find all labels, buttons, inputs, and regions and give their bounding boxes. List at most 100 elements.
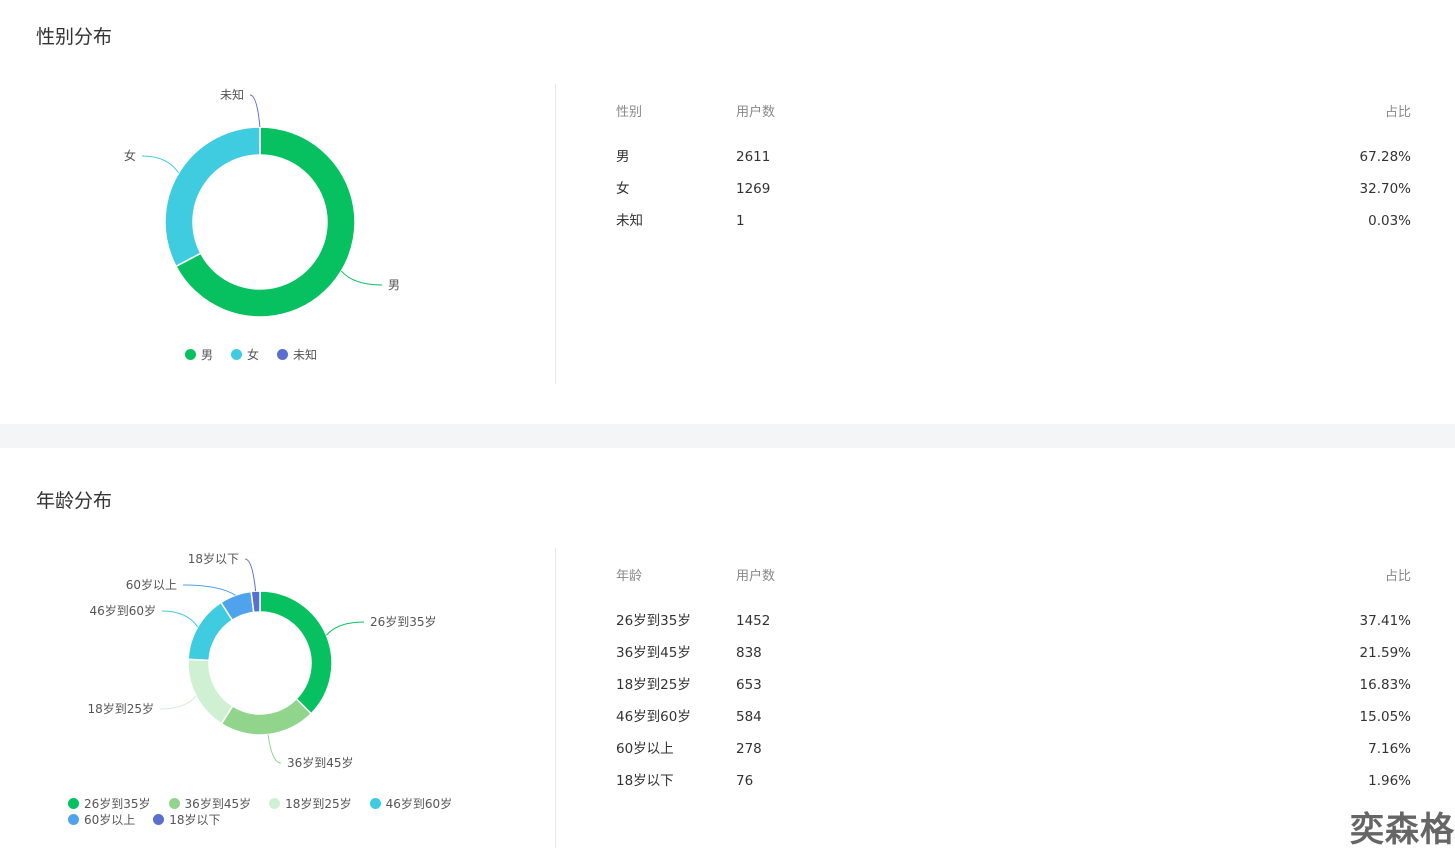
slice-18岁到25岁[interactable] xyxy=(187,658,234,725)
divider xyxy=(555,84,556,384)
label-line xyxy=(244,558,257,592)
cell: 2611 xyxy=(736,149,771,165)
legend-dot-icon xyxy=(369,797,381,809)
cell: 15.05% xyxy=(1359,709,1411,725)
cell: 838 xyxy=(736,645,762,661)
legend-label: 36岁到45岁 xyxy=(184,796,252,811)
slice-36岁到45岁[interactable] xyxy=(220,697,313,736)
cell: 用户数 xyxy=(736,105,776,120)
cell: 18岁以下 xyxy=(616,773,674,789)
age-legend: 26岁到35岁 36岁到45岁 18岁到25岁 46岁到60岁 60岁以上 18岁以下 xyxy=(68,795,488,827)
legend-dot-icon xyxy=(168,797,180,809)
slice-女[interactable] xyxy=(164,126,261,268)
age-title: 年龄分布 xyxy=(36,490,113,512)
label-line xyxy=(267,734,282,764)
gender-legend: 男 女 未知 xyxy=(185,346,385,362)
cell: 占比 xyxy=(1384,569,1411,584)
slice-label: 18岁到25岁 xyxy=(87,701,154,716)
legend-label: 26岁到35岁 xyxy=(84,796,151,811)
label-line xyxy=(182,584,236,596)
slice-男[interactable] xyxy=(174,126,356,318)
cell: 占比 xyxy=(1384,105,1411,120)
cell: 未知 xyxy=(616,213,643,229)
age-table: 年龄 用户数 占比 26岁到35岁 1452 37.41% 36岁到45岁 838 21.59%… xyxy=(616,567,1411,803)
slice-label: 36岁到45岁 xyxy=(287,755,354,770)
cell: 18岁到25岁 xyxy=(616,677,691,693)
cell: 1.96% xyxy=(1368,773,1411,789)
table-row: 26岁到35岁 1452 37.41% xyxy=(616,611,1411,643)
cell: 1452 xyxy=(736,613,771,629)
cell: 16.83% xyxy=(1359,677,1411,693)
slice-label: 未知 xyxy=(220,88,244,102)
legend-dot-icon xyxy=(185,348,196,360)
table-header: 性别 用户数 占比 xyxy=(616,103,1411,147)
cell: 1 xyxy=(736,213,745,229)
legend-label: 18岁以下 xyxy=(169,812,221,827)
cell: 男 xyxy=(616,149,630,165)
legend-item[interactable]: 18岁到25岁 xyxy=(269,795,352,811)
legend-item[interactable]: 60岁以上 xyxy=(68,811,135,827)
legend-label: 未知 xyxy=(293,347,318,362)
legend-item[interactable]: 男 xyxy=(185,346,213,362)
cell: 1269 xyxy=(736,181,771,197)
cell: 32.70% xyxy=(1359,181,1411,197)
slice-label: 46岁到60岁 xyxy=(89,603,156,618)
age-section: 年龄分布 年龄 用户数 占比 26岁到35岁 1452 37.41% 36岁到45岁 838 2… xyxy=(0,448,1455,851)
cell: 0.03% xyxy=(1368,213,1411,229)
slice-label: 男 xyxy=(388,278,400,292)
legend-dot-icon xyxy=(231,348,243,360)
slice-label: 26岁到35岁 xyxy=(370,614,437,629)
table-header: 年龄 用户数 占比 xyxy=(616,567,1411,611)
legend-item[interactable]: 女 xyxy=(231,346,259,362)
gender-title: 性别分布 xyxy=(36,26,113,48)
cell: 36岁到45岁 xyxy=(616,645,691,661)
label-line xyxy=(161,610,199,628)
table-row: 男 2611 67.28% xyxy=(616,147,1411,179)
cell: 21.59% xyxy=(1359,645,1411,661)
slice-18岁以下[interactable] xyxy=(250,590,261,614)
cell: 用户数 xyxy=(736,569,776,584)
legend-dot-icon xyxy=(68,797,79,809)
table-row: 36岁到45岁 838 21.59% xyxy=(616,643,1411,675)
legend-label: 46岁到60岁 xyxy=(385,796,453,811)
label-line xyxy=(159,695,197,710)
table-row: 18岁以下 76 1.96% xyxy=(616,771,1411,803)
table-row: 未知 1 0.03% xyxy=(616,211,1411,243)
gender-table: 性别 用户数 占比男 2611 67.28% 女 1269 32.70% 未知 1 0.03% xyxy=(616,103,1411,243)
cell: 76 xyxy=(736,773,754,789)
legend-label: 60岁以上 xyxy=(84,812,136,827)
label-line xyxy=(249,94,261,128)
slice-label: 女 xyxy=(124,148,136,163)
cell: 37.41% xyxy=(1359,613,1411,629)
cell: 60岁以上 xyxy=(616,741,674,757)
watermark-logo: 奕森格 xyxy=(1350,810,1455,850)
slice-26岁到35岁[interactable] xyxy=(259,590,333,715)
table-row: 46岁到60岁 584 15.05% xyxy=(616,707,1411,739)
legend-label: 18岁到25岁 xyxy=(285,796,352,811)
gender-section: 性别分布 性别 用户数 占比男 2611 67.28% 女 1269 32.70% 未知 1 0.0… xyxy=(0,0,1455,424)
legend-dot-icon xyxy=(269,797,281,809)
slice-label: 18岁以下 xyxy=(188,551,239,566)
legend-item[interactable]: 26岁到35岁 xyxy=(68,795,151,811)
legend-item[interactable]: 18岁以下 xyxy=(153,811,221,827)
label-line xyxy=(326,621,365,636)
cell: 46岁到60岁 xyxy=(616,709,691,725)
cell: 年龄 xyxy=(616,569,643,584)
legend-item[interactable]: 未知 xyxy=(277,346,317,362)
label-line xyxy=(340,270,383,286)
cell: 278 xyxy=(736,741,762,757)
slice-label: 60岁以上 xyxy=(126,577,177,592)
table-row: 60岁以上 278 7.16% xyxy=(616,739,1411,771)
legend-label: 男 xyxy=(201,347,214,362)
divider xyxy=(555,548,556,848)
cell: 67.28% xyxy=(1359,149,1411,165)
label-line xyxy=(141,155,180,174)
cell: 7.16% xyxy=(1368,741,1411,757)
section-separator xyxy=(0,424,1455,448)
legend-dot-icon xyxy=(277,348,289,360)
legend-item[interactable]: 36岁到45岁 xyxy=(168,795,252,811)
legend-item[interactable]: 46岁到60岁 xyxy=(369,795,453,811)
cell: 性别 xyxy=(616,105,643,120)
cell: 584 xyxy=(736,709,762,725)
